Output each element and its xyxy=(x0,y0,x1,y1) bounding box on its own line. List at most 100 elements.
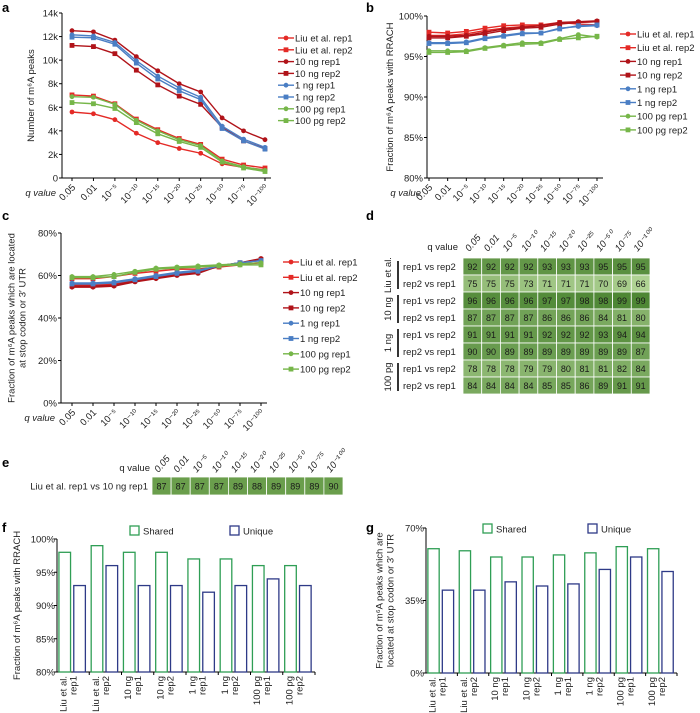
q-value-label: q value xyxy=(427,242,458,253)
data-point xyxy=(133,60,139,66)
data-point xyxy=(198,144,204,150)
cell-value: 71 xyxy=(561,279,571,289)
cell-value: 93 xyxy=(580,262,590,272)
bar-unique xyxy=(73,584,87,673)
cell-value: 96 xyxy=(505,296,515,306)
line-chart-b: 80%85%90%95%100%0.050.0110⁻⁵10⁻¹⁰10⁻¹⁵10… xyxy=(385,12,695,209)
data-point xyxy=(519,41,525,47)
data-point xyxy=(241,138,246,144)
category-label: Liu et al. xyxy=(91,676,102,712)
row-label: rep2 vs rep1 xyxy=(403,313,456,324)
category-label: 100 pg xyxy=(252,676,263,705)
panel-label-b: b xyxy=(366,0,374,15)
legend-label: 10 ng rep2 xyxy=(300,303,345,314)
category-label: rep2 xyxy=(657,677,668,696)
legend-swatch xyxy=(587,523,598,534)
group-label: 10 ng xyxy=(383,297,394,321)
category-label: 100 pg xyxy=(616,677,627,706)
cell-value: 90 xyxy=(328,481,338,491)
data-point xyxy=(262,169,268,174)
cell-value: 92 xyxy=(467,262,477,272)
cell-value: 89 xyxy=(580,347,590,357)
data-point xyxy=(198,150,204,156)
legend-label: Liu et al. rep2 xyxy=(295,45,353,56)
y-tick-label: 100% xyxy=(399,12,424,23)
legend-label: 1 ng rep1 xyxy=(300,319,340,330)
legend-marker xyxy=(288,351,294,357)
x-axis-label: q value xyxy=(25,188,56,199)
data-point xyxy=(426,35,432,41)
cell-value: 86 xyxy=(561,313,571,323)
data-point xyxy=(237,262,243,268)
data-point xyxy=(132,277,138,283)
panel-label-e: e xyxy=(2,455,9,470)
legend-marker xyxy=(625,127,631,133)
legend-marker xyxy=(288,336,294,341)
cell-value: 95 xyxy=(598,262,608,272)
row-label: rep2 vs rep1 xyxy=(403,279,456,290)
x-tick-label: 10⁻¹⁰ xyxy=(119,182,143,206)
bar-shared xyxy=(458,550,472,674)
category-label: 1 ng xyxy=(553,677,564,696)
legend-label: Liu et al. rep2 xyxy=(300,273,358,284)
x-tick-label: 10⁻¹⁰⁰ xyxy=(577,182,604,209)
data-point xyxy=(445,41,451,46)
cell-value: 69 xyxy=(617,279,627,289)
category-label: rep2 xyxy=(469,677,480,696)
legend-label: 10 ng rep2 xyxy=(637,71,682,82)
category-label: 1 ng xyxy=(584,677,595,696)
cell-value: 89 xyxy=(598,347,608,357)
data-point xyxy=(91,101,96,107)
legend-marker xyxy=(283,106,289,112)
column-header: 10⁻¹⁰⁰ xyxy=(632,226,658,254)
series-line-7 xyxy=(429,35,598,54)
category-label: rep2 xyxy=(594,677,605,696)
bar-shared xyxy=(219,558,233,673)
cell-value: 84 xyxy=(636,364,646,374)
legend-marker xyxy=(288,259,294,265)
series-line-2 xyxy=(71,29,266,141)
data-point xyxy=(426,50,432,55)
legend-marker xyxy=(625,59,631,64)
data-point xyxy=(463,33,469,39)
data-point xyxy=(90,275,96,281)
data-point xyxy=(69,275,75,281)
row-label: rep2 vs rep1 xyxy=(403,347,456,358)
data-point xyxy=(174,265,180,271)
cell-value: 92 xyxy=(486,262,496,272)
data-point xyxy=(91,44,96,49)
cell-value: 73 xyxy=(523,279,533,289)
data-point xyxy=(445,35,451,41)
bar-unique xyxy=(504,581,518,674)
panel-label-g: g xyxy=(366,520,374,535)
data-point xyxy=(69,34,75,40)
bar-shared xyxy=(489,556,503,674)
x-tick-label: 10⁻¹⁰⁰ xyxy=(245,182,272,209)
cell-value: 89 xyxy=(617,347,627,357)
row-label: Liu et al. rep1 vs 10 ng rep1 xyxy=(30,482,148,493)
y-axis-label: Fraction of m⁶A peaks with RRACH xyxy=(385,22,396,171)
legend-label: 10 ng rep1 xyxy=(637,57,682,68)
y-axis-label: located at stop codon or 3′ UTR xyxy=(386,534,397,667)
heatmap-cell xyxy=(630,376,651,395)
cell-value: 80 xyxy=(561,364,571,374)
cell-value: 87 xyxy=(523,313,533,323)
legend-label: 10 ng rep2 xyxy=(295,69,340,80)
cell-value: 75 xyxy=(505,279,515,289)
cell-value: 89 xyxy=(233,481,243,491)
x-tick-label: 10⁻²⁰ xyxy=(159,407,183,431)
data-point xyxy=(91,35,96,41)
data-point xyxy=(216,263,222,269)
series-line-6 xyxy=(429,33,598,52)
heatmap-d: 0.050.0110⁻⁵10⁻¹⁰10⁻¹⁵10⁻²⁰10⁻²⁵10⁻⁵⁰10⁻… xyxy=(383,226,658,395)
bar-shared xyxy=(552,554,566,674)
x-tick-label: 10⁻¹⁰ xyxy=(467,182,491,206)
data-point xyxy=(594,33,600,39)
y-tick-label: 80% xyxy=(36,668,56,679)
cell-value: 93 xyxy=(598,330,608,340)
column-header: 10⁻²⁰ xyxy=(248,450,272,475)
cell-value: 89 xyxy=(561,347,571,357)
cell-value: 87 xyxy=(636,347,646,357)
y-tick-label: 40% xyxy=(38,314,58,325)
group-label: 1 ng xyxy=(383,334,394,353)
